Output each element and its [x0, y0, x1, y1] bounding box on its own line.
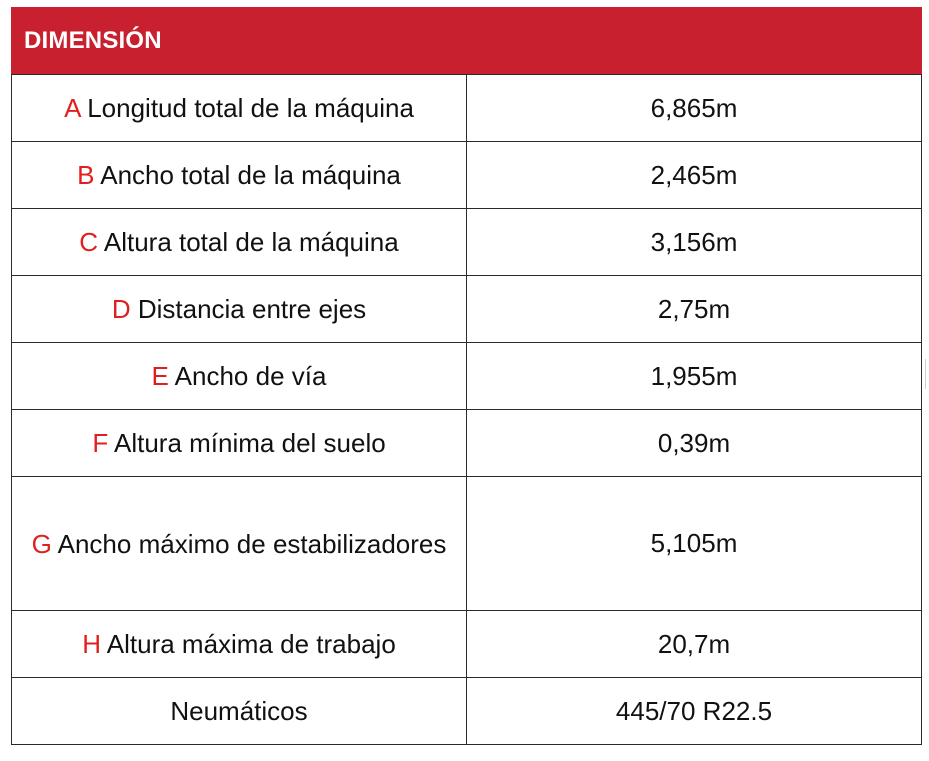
table-row: C Altura total de la máquina 3,156m: [11, 208, 922, 276]
dimension-letter: A: [64, 93, 80, 123]
table-row: G Ancho máximo de estabilizadores 5,105m: [11, 476, 922, 611]
edge-divider: [925, 359, 926, 389]
dimension-label: Neumáticos: [170, 696, 308, 726]
table-row: F Altura mínima del suelo 0,39m: [11, 409, 922, 477]
table-row: B Ancho total de la máquina 2,465m: [11, 141, 922, 209]
dimension-value: 20,7m: [466, 610, 922, 678]
row-label-cell: F Altura mínima del suelo: [11, 409, 467, 477]
dimension-label: Ancho máximo de estabilizadores: [57, 528, 447, 559]
dimension-label: Ancho total de la máquina: [100, 160, 401, 190]
table-row: A Longitud total de la máquina 6,865m: [11, 74, 922, 142]
dimension-value: 6,865m: [466, 74, 922, 142]
dimension-value: 2,465m: [466, 141, 922, 209]
dimension-value: 3,156m: [466, 208, 922, 276]
row-label-cell: C Altura total de la máquina: [11, 208, 467, 276]
table-title: DIMENSIÓN: [11, 7, 922, 75]
dimension-letter: G: [31, 528, 52, 559]
dimension-value: 445/70 R22.5: [466, 677, 922, 745]
dimension-label: Longitud total de la máquina: [87, 93, 414, 123]
row-label-cell: D Distancia entre ejes: [11, 275, 467, 343]
dimension-table: DIMENSIÓN A Longitud total de la máquina…: [11, 7, 922, 745]
dimension-label: Ancho de vía: [174, 361, 327, 391]
table-row: D Distancia entre ejes 2,75m: [11, 275, 922, 343]
dimension-letter: H: [82, 629, 101, 659]
row-label-cell: E Ancho de vía: [11, 342, 467, 410]
dimension-value: 2,75m: [466, 275, 922, 343]
row-label-cell: Neumáticos: [11, 677, 467, 745]
row-label-cell: B Ancho total de la máquina: [11, 141, 467, 209]
dimension-letter: C: [79, 227, 99, 257]
row-label-cell: H Altura máxima de trabajo: [11, 610, 467, 678]
row-label-cell: G Ancho máximo de estabilizadores: [11, 476, 467, 611]
dimension-letter: D: [111, 294, 131, 324]
table-row: E Ancho de vía 1,955m: [11, 342, 922, 410]
dimension-letter: B: [77, 160, 95, 190]
table-row: H Altura máxima de trabajo 20,7m: [11, 610, 922, 678]
dimension-value: 1,955m: [466, 342, 922, 410]
row-label-cell: A Longitud total de la máquina: [11, 74, 467, 142]
dimension-label: Distancia entre ejes: [137, 294, 367, 324]
table-header-row: DIMENSIÓN: [11, 7, 922, 75]
dimension-label: Altura total de la máquina: [103, 227, 399, 257]
table-row: Neumáticos 445/70 R22.5: [11, 677, 922, 745]
dimension-value: 0,39m: [466, 409, 922, 477]
dimension-letter: F: [92, 428, 109, 458]
dimension-letter: E: [151, 361, 169, 391]
dimension-label: Altura mínima del suelo: [114, 428, 386, 458]
dimension-label: Altura máxima de trabajo: [106, 629, 396, 659]
dimension-value: 5,105m: [466, 476, 922, 611]
